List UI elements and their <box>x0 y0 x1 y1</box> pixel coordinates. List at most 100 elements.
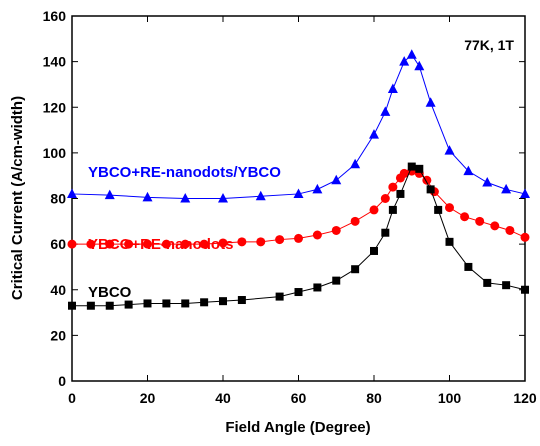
x-tick-label: 100 <box>438 390 462 406</box>
marker <box>143 239 152 249</box>
marker <box>143 299 152 308</box>
marker <box>162 299 171 308</box>
y-tick-label: 40 <box>50 282 66 298</box>
marker <box>199 239 209 249</box>
x-tick-label: 120 <box>513 390 537 406</box>
marker <box>399 168 409 178</box>
y-tick-label: 140 <box>43 54 67 70</box>
marker <box>399 56 410 66</box>
series-line <box>72 165 526 307</box>
marker <box>520 232 530 242</box>
marker <box>332 276 341 285</box>
marker <box>407 162 416 171</box>
marker <box>67 188 77 198</box>
marker <box>67 239 77 249</box>
marker <box>463 165 474 176</box>
marker <box>425 97 436 107</box>
y-tick-label: 0 <box>58 373 66 389</box>
marker <box>380 106 391 116</box>
y-tick-label: 60 <box>50 236 66 252</box>
marker <box>181 299 190 308</box>
marker <box>350 216 360 226</box>
series-line <box>71 54 526 199</box>
marker <box>483 278 492 287</box>
marker <box>293 188 304 198</box>
series-label: YBCO+RE-nanodots/YBCO <box>88 164 281 181</box>
series-line <box>72 170 526 245</box>
marker <box>124 300 133 309</box>
marker <box>161 239 171 249</box>
marker <box>180 239 190 249</box>
marker <box>415 164 424 173</box>
annotation: 77K, 1T <box>464 37 514 53</box>
plot-frame <box>71 15 526 382</box>
series-label: YBCO+RE-nanodots <box>88 236 233 253</box>
marker <box>370 246 378 255</box>
marker <box>388 205 397 214</box>
marker <box>218 238 228 248</box>
y-tick-label: 120 <box>43 99 67 115</box>
marker <box>482 177 493 187</box>
marker <box>237 237 247 247</box>
marker <box>219 297 227 306</box>
marker <box>369 205 379 215</box>
y-tick-label: 100 <box>43 145 67 161</box>
x-axis-label: Field Angle (Degree) <box>225 419 370 436</box>
marker <box>414 60 425 71</box>
marker <box>105 239 115 249</box>
y-tick-label: 80 <box>50 191 66 207</box>
marker <box>490 221 500 231</box>
marker <box>434 205 443 214</box>
marker <box>312 230 322 240</box>
marker <box>444 145 455 155</box>
marker <box>294 233 303 243</box>
marker <box>505 225 515 235</box>
y-tick-label: 160 <box>43 8 67 24</box>
marker <box>426 185 435 194</box>
x-tick-label: 40 <box>215 390 231 406</box>
marker <box>237 296 246 305</box>
marker <box>475 216 485 226</box>
marker <box>275 235 285 245</box>
x-tick-label: 60 <box>291 390 307 406</box>
marker <box>68 301 76 310</box>
marker <box>445 237 454 246</box>
marker <box>218 193 228 203</box>
marker <box>331 225 341 235</box>
marker <box>380 194 390 203</box>
marker <box>180 193 191 203</box>
marker <box>124 239 134 249</box>
marker <box>331 174 342 185</box>
y-axis-label: Critical Current (A/cm-width) <box>9 96 26 300</box>
marker <box>520 188 530 198</box>
marker <box>351 265 360 274</box>
marker <box>255 190 266 201</box>
x-tick-label: 0 <box>68 390 76 406</box>
series-label: YBCO <box>88 284 132 301</box>
marker <box>460 212 470 222</box>
marker <box>200 298 209 307</box>
marker <box>104 189 115 200</box>
marker <box>502 281 511 290</box>
marker <box>406 49 417 59</box>
x-tick-label: 20 <box>140 390 156 406</box>
marker <box>142 191 153 202</box>
marker <box>313 283 322 292</box>
marker <box>312 183 323 194</box>
marker <box>275 292 284 301</box>
marker <box>86 239 96 249</box>
marker <box>396 189 405 198</box>
x-tick-label: 80 <box>366 390 382 406</box>
marker <box>294 288 303 297</box>
marker <box>387 83 398 93</box>
marker <box>369 129 379 139</box>
marker <box>388 182 398 192</box>
marker <box>105 301 114 310</box>
marker <box>256 237 266 247</box>
marker <box>350 158 361 169</box>
marker <box>521 285 529 294</box>
marker <box>445 203 454 213</box>
marker <box>501 183 512 194</box>
